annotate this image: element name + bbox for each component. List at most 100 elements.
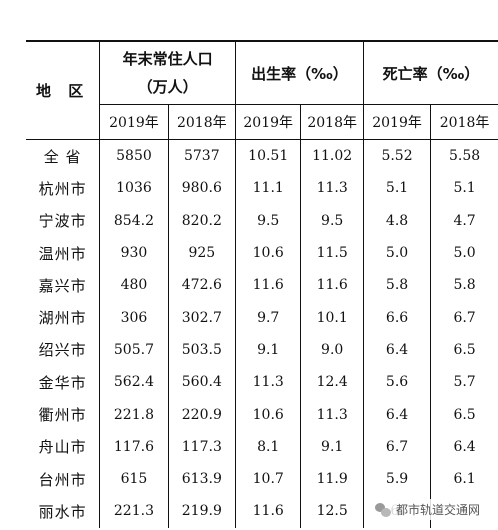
- header-year: 2019年: [362, 104, 431, 140]
- cell-pop2019: 505.7: [99, 333, 169, 367]
- cell-death2019: 6.7: [362, 430, 431, 463]
- cell-birth2018: 9.0: [300, 333, 364, 367]
- header-year: 2018年: [300, 104, 364, 140]
- cell-death2018: 4.7: [430, 204, 498, 237]
- region-name: 温州市: [38, 244, 87, 263]
- cell-pop2019: 221.8: [99, 398, 169, 431]
- cell-death2019: 6.6: [362, 301, 431, 334]
- cell-pop2019: 306: [99, 301, 169, 334]
- cell-pop2019: 5850: [99, 139, 169, 173]
- cell-pop2018: 117.3: [167, 430, 236, 463]
- cell-death2018: 6.5: [430, 398, 498, 431]
- table-row: 衢州市 221.8 220.9 10.6 11.3 6.4 6.5: [26, 398, 498, 431]
- cell-pop2019: 117.6: [99, 430, 169, 463]
- table-row: 湖州市 306 302.7 9.7 10.1 6.6 6.7: [26, 301, 498, 334]
- cell-pop2019: 930: [99, 236, 169, 270]
- cell-pop2019: 480: [99, 269, 169, 302]
- region-name: 宁波市: [38, 212, 87, 231]
- cell-pop2018: 5737: [167, 139, 236, 173]
- header-death-rate: 死亡率（‰）: [362, 41, 498, 105]
- region-name: 衢州市: [38, 406, 87, 425]
- table-row: 全 省 5850 5737 10.51 11.02 5.52 5.58: [26, 139, 498, 173]
- cell-pop2018: 925: [167, 236, 236, 270]
- table-row: 杭州市 1036 980.6 11.1 11.3 5.1 5.1: [26, 172, 498, 205]
- cell-birth2019: 9.1: [234, 333, 301, 367]
- header-year: 2018年: [430, 104, 498, 140]
- cell-death2018: 5.8: [430, 269, 498, 302]
- cell-birth2018: 9.5: [300, 204, 364, 237]
- header-population-label: 年末常住人口: [122, 50, 213, 68]
- watermark-text: 都市轨道交通网: [395, 503, 480, 517]
- cell-birth2018: 11.5: [300, 236, 364, 270]
- cell-death2019: 4.8: [362, 204, 431, 237]
- cell-death2019: 5.1: [362, 172, 431, 205]
- cell-pop2018: 302.7: [167, 301, 236, 334]
- header-population: 年末常住人口 （万人）: [99, 41, 236, 105]
- cell-death2018: 5.1: [430, 172, 498, 205]
- cell-pop2019: 615: [99, 462, 169, 496]
- region-name: 绍兴市: [38, 341, 87, 360]
- region-name: 舟山市: [38, 438, 87, 457]
- cell-birth2018: 12.5: [300, 495, 364, 528]
- cell-pop2018: 980.6: [167, 172, 236, 205]
- region-name: 杭州市: [38, 179, 87, 198]
- cell-pop2018: 820.2: [167, 204, 236, 237]
- cell-pop2019: 221.3: [99, 495, 169, 528]
- cell-death2019: 6.4: [362, 333, 431, 367]
- cell-birth2019: 11.6: [234, 495, 301, 528]
- cell-birth2018: 11.02: [300, 139, 364, 173]
- cell-death2018: 5.7: [430, 366, 498, 399]
- cell-birth2019: 10.6: [234, 236, 301, 270]
- cell-birth2019: 9.7: [234, 301, 301, 334]
- cell-pop2018: 472.6: [167, 269, 236, 302]
- cell-pop2018: 220.9: [167, 398, 236, 431]
- cell-pop2018: 560.4: [167, 366, 236, 399]
- region-name: 金华市: [38, 373, 87, 392]
- cell-pop2018: 219.9: [167, 495, 236, 528]
- header-region: 地 区: [26, 41, 100, 140]
- table-row: 台州市 615 613.9 10.7 11.9 5.9 6.1: [26, 462, 498, 496]
- watermark: 都市轨道交通网: [370, 499, 484, 520]
- cell-death2018: 5.58: [430, 139, 498, 173]
- cell-death2019: 5.8: [362, 269, 431, 302]
- cell-pop2018: 503.5: [167, 333, 236, 367]
- table-row: 嘉兴市 480 472.6 11.6 11.6 5.8 5.8: [26, 269, 498, 302]
- cell-birth2019: 11.3: [234, 366, 301, 399]
- cell-death2018: 6.7: [430, 301, 498, 334]
- table-row: 金华市 562.4 560.4 11.3 12.4 5.6 5.7: [26, 366, 498, 399]
- region-name: 嘉兴市: [38, 276, 87, 295]
- cell-pop2019: 1036: [99, 172, 169, 205]
- header-year: 2019年: [234, 104, 301, 140]
- population-table: 地 区 年末常住人口 （万人） 出生率（‰） 死亡率（‰） 2019年 2018…: [26, 40, 498, 528]
- cell-death2018: 6.1: [430, 462, 498, 496]
- cell-pop2018: 613.9: [167, 462, 236, 496]
- region-name: 湖州市: [38, 309, 87, 328]
- header-year: 2018年: [167, 104, 236, 140]
- table-row: 宁波市 854.2 820.2 9.5 9.5 4.8 4.7: [26, 204, 498, 237]
- cell-birth2018: 11.3: [300, 398, 364, 431]
- cell-birth2019: 9.5: [234, 204, 301, 237]
- cell-birth2019: 11.1: [234, 172, 301, 205]
- cell-birth2019: 10.51: [234, 139, 301, 173]
- cell-birth2019: 11.6: [234, 269, 301, 302]
- header-year: 2019年: [99, 104, 169, 140]
- table-row: 绍兴市 505.7 503.5 9.1 9.0 6.4 6.5: [26, 333, 498, 367]
- cell-birth2018: 11.9: [300, 462, 364, 496]
- cell-death2019: 6.4: [362, 398, 431, 431]
- table-row: 温州市 930 925 10.6 11.5 5.0 5.0: [26, 236, 498, 270]
- cell-birth2018: 10.1: [300, 301, 364, 334]
- cell-birth2019: 10.7: [234, 462, 301, 496]
- cell-death2019: 5.6: [362, 366, 431, 399]
- region-name: 全 省: [43, 147, 82, 166]
- cell-birth2018: 12.4: [300, 366, 364, 399]
- cell-death2019: 5.52: [362, 139, 431, 173]
- cell-pop2019: 562.4: [99, 366, 169, 399]
- header-birth-rate: 出生率（‰）: [235, 41, 364, 105]
- cell-birth2019: 8.1: [234, 430, 301, 463]
- header-population-unit: （万人）: [137, 78, 198, 96]
- cell-death2019: 5.0: [362, 236, 431, 270]
- cell-death2018: 5.0: [430, 236, 498, 270]
- table-row: 舟山市 117.6 117.3 8.1 9.1 6.7 6.4: [26, 430, 498, 463]
- cell-pop2019: 854.2: [99, 204, 169, 237]
- cell-birth2019: 10.6: [234, 398, 301, 431]
